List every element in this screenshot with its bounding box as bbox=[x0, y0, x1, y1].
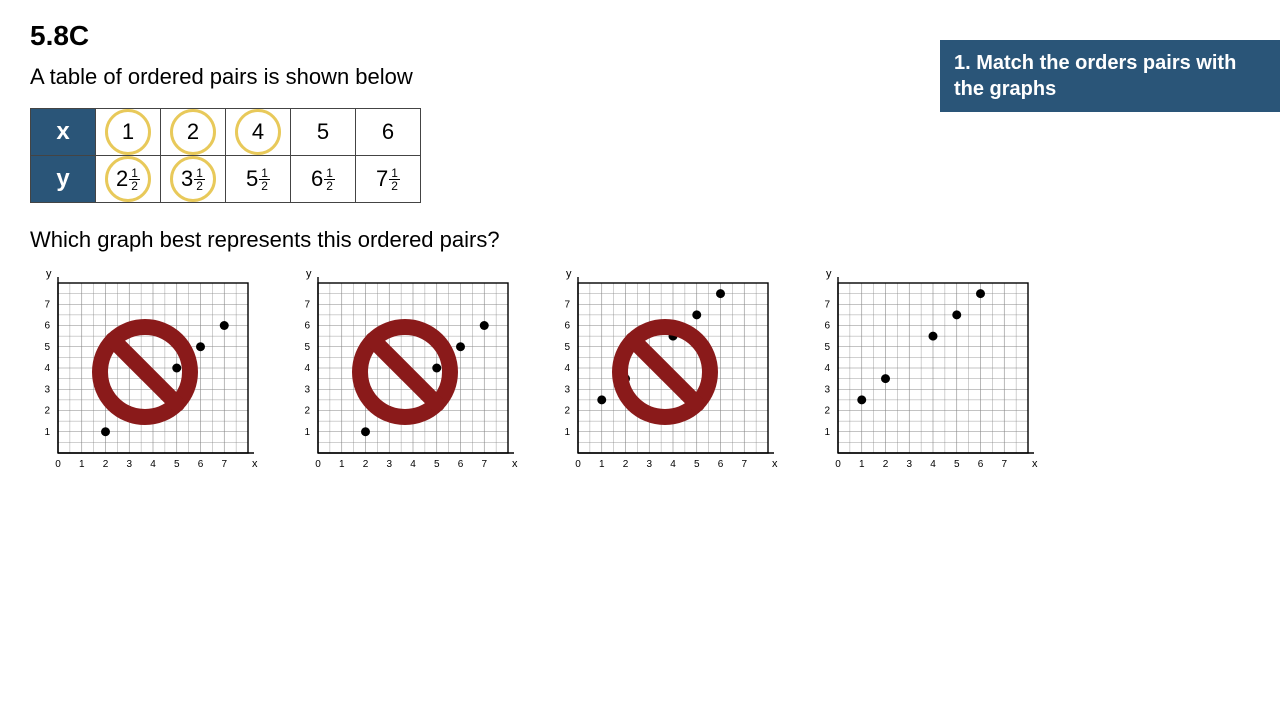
svg-text:7: 7 bbox=[304, 299, 310, 310]
svg-text:y: y bbox=[46, 268, 52, 280]
svg-text:6: 6 bbox=[718, 459, 724, 470]
svg-text:1: 1 bbox=[79, 459, 85, 470]
svg-text:y: y bbox=[566, 268, 572, 280]
graph-option[interactable]: 0 1 1 2 2 3 3 4 4 5 5 6 6 7 7 x y bbox=[550, 267, 780, 477]
svg-text:2: 2 bbox=[304, 406, 310, 417]
svg-text:1: 1 bbox=[599, 459, 605, 470]
svg-text:7: 7 bbox=[741, 459, 747, 470]
graph-option[interactable]: 0 1 1 2 2 3 3 4 4 5 5 6 6 7 7 x y bbox=[30, 267, 260, 477]
svg-text:6: 6 bbox=[458, 459, 464, 470]
svg-text:3: 3 bbox=[304, 384, 310, 395]
svg-text:4: 4 bbox=[564, 363, 570, 374]
highlight-circle bbox=[105, 109, 151, 155]
svg-text:7: 7 bbox=[481, 459, 487, 470]
svg-text:7: 7 bbox=[44, 299, 50, 310]
svg-text:5: 5 bbox=[824, 342, 830, 353]
svg-text:1: 1 bbox=[44, 427, 50, 438]
graphs-row: 0 1 1 2 2 3 3 4 4 5 5 6 6 7 7 x y 0 1 1 2 2 3 3 4 4 5 5 6 6 7 7 x y 0 1 1 2 2 3… bbox=[30, 267, 1250, 477]
table-cell: 212 bbox=[96, 156, 161, 203]
table-header-y: y bbox=[31, 156, 96, 203]
highlight-circle bbox=[235, 109, 281, 155]
ordered-pairs-table: x12456 y212312512612712 bbox=[30, 108, 1250, 203]
svg-text:5: 5 bbox=[304, 342, 310, 353]
svg-text:5: 5 bbox=[174, 459, 180, 470]
svg-text:3: 3 bbox=[564, 384, 570, 395]
svg-text:0: 0 bbox=[315, 459, 321, 470]
svg-text:3: 3 bbox=[386, 459, 392, 470]
svg-text:3: 3 bbox=[126, 459, 132, 470]
svg-text:x: x bbox=[252, 458, 258, 470]
graph-option[interactable]: 0 1 1 2 2 3 3 4 4 5 5 6 6 7 7 x y bbox=[290, 267, 520, 477]
instruction-banner: 1. Match the orders pairs with the graph… bbox=[940, 40, 1280, 112]
table-cell: 6 bbox=[356, 109, 421, 156]
svg-text:y: y bbox=[826, 268, 832, 280]
svg-text:5: 5 bbox=[44, 342, 50, 353]
svg-text:5: 5 bbox=[694, 459, 700, 470]
svg-text:5: 5 bbox=[954, 459, 960, 470]
svg-text:6: 6 bbox=[824, 321, 830, 332]
svg-text:4: 4 bbox=[824, 363, 830, 374]
svg-text:2: 2 bbox=[44, 406, 50, 417]
highlight-circle bbox=[170, 109, 216, 155]
svg-text:7: 7 bbox=[221, 459, 227, 470]
svg-text:2: 2 bbox=[623, 459, 629, 470]
svg-text:0: 0 bbox=[55, 459, 61, 470]
svg-text:6: 6 bbox=[44, 321, 50, 332]
table-cell: 612 bbox=[291, 156, 356, 203]
svg-text:2: 2 bbox=[883, 459, 889, 470]
svg-text:1: 1 bbox=[859, 459, 865, 470]
svg-text:1: 1 bbox=[304, 427, 310, 438]
svg-text:3: 3 bbox=[824, 384, 830, 395]
svg-text:5: 5 bbox=[434, 459, 440, 470]
svg-text:y: y bbox=[306, 268, 312, 280]
svg-text:4: 4 bbox=[304, 363, 310, 374]
table-header-x: x bbox=[31, 109, 96, 156]
svg-text:6: 6 bbox=[198, 459, 204, 470]
table-cell: 512 bbox=[226, 156, 291, 203]
svg-text:7: 7 bbox=[824, 299, 830, 310]
svg-text:2: 2 bbox=[824, 406, 830, 417]
table-cell: 712 bbox=[356, 156, 421, 203]
svg-text:2: 2 bbox=[103, 459, 109, 470]
svg-text:6: 6 bbox=[978, 459, 984, 470]
svg-text:6: 6 bbox=[564, 321, 570, 332]
table-cell: 312 bbox=[161, 156, 226, 203]
svg-text:1: 1 bbox=[564, 427, 570, 438]
svg-text:4: 4 bbox=[410, 459, 416, 470]
svg-text:x: x bbox=[512, 458, 518, 470]
svg-text:4: 4 bbox=[150, 459, 156, 470]
svg-text:4: 4 bbox=[44, 363, 50, 374]
svg-text:3: 3 bbox=[44, 384, 50, 395]
svg-text:0: 0 bbox=[575, 459, 581, 470]
table-cell: 5 bbox=[291, 109, 356, 156]
svg-text:1: 1 bbox=[339, 459, 345, 470]
svg-text:6: 6 bbox=[304, 321, 310, 332]
svg-text:7: 7 bbox=[1001, 459, 1007, 470]
svg-text:x: x bbox=[772, 458, 778, 470]
svg-text:3: 3 bbox=[906, 459, 912, 470]
table-cell: 4 bbox=[226, 109, 291, 156]
table-cell: 2 bbox=[161, 109, 226, 156]
svg-text:4: 4 bbox=[670, 459, 676, 470]
svg-text:7: 7 bbox=[564, 299, 570, 310]
svg-text:4: 4 bbox=[930, 459, 936, 470]
svg-text:x: x bbox=[1032, 458, 1038, 470]
svg-text:0: 0 bbox=[835, 459, 841, 470]
svg-text:3: 3 bbox=[646, 459, 652, 470]
svg-text:5: 5 bbox=[564, 342, 570, 353]
svg-text:2: 2 bbox=[564, 406, 570, 417]
svg-text:1: 1 bbox=[824, 427, 830, 438]
svg-text:2: 2 bbox=[363, 459, 369, 470]
table-cell: 1 bbox=[96, 109, 161, 156]
question-text: Which graph best represents this ordered… bbox=[30, 227, 1250, 253]
graph-option[interactable]: 0 1 1 2 2 3 3 4 4 5 5 6 6 7 7 x y bbox=[810, 267, 1040, 477]
